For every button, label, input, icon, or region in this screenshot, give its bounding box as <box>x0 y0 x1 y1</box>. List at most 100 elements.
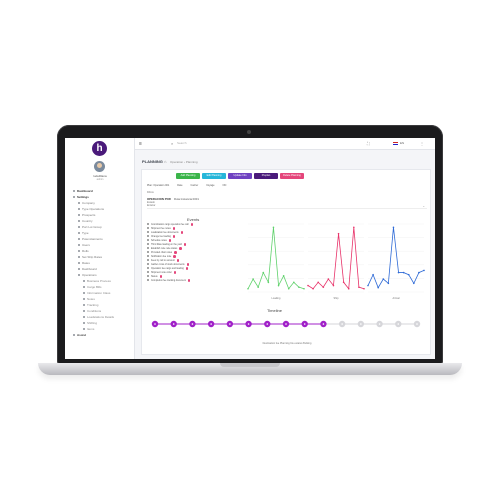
event-item[interactable]: Operation fee cargo and loading <box>147 267 237 271</box>
event-item[interactable]: Establish note note status <box>147 247 237 251</box>
event-item[interactable]: Notification fee note <box>147 255 237 259</box>
sidebar-item[interactable]: Company <box>65 200 135 206</box>
sidebar-item[interactable]: Dashboard <box>65 188 135 194</box>
data-point[interactable] <box>293 281 295 284</box>
sidebar-item[interactable]: Rates <box>65 260 135 266</box>
data-point[interactable] <box>418 271 420 274</box>
data-point[interactable] <box>322 286 325 288</box>
event-item[interactable]: Shipment note order <box>147 271 237 275</box>
filter-item[interactable]: Date <box>177 184 183 187</box>
menu-icon[interactable]: ≡ <box>139 141 142 147</box>
data-point[interactable] <box>407 273 410 276</box>
data-point[interactable] <box>272 226 275 229</box>
sidebar-item[interactable]: Operations <box>65 272 135 278</box>
data-point[interactable] <box>372 273 374 276</box>
avatar[interactable] <box>94 161 105 172</box>
event-item[interactable]: Status <box>147 275 237 279</box>
data-point[interactable] <box>392 226 395 229</box>
bullet-icon <box>83 328 85 331</box>
sidebar-item[interactable]: Assist <box>65 332 135 338</box>
action-button[interactable]: Edit Planning <box>202 173 226 179</box>
data-point[interactable] <box>317 281 319 284</box>
data-point[interactable] <box>303 287 305 290</box>
event-item[interactable]: Schedule notes <box>147 239 237 243</box>
data-point[interactable] <box>252 278 254 280</box>
app-logo[interactable]: h <box>92 141 107 156</box>
sidebar-item[interactable]: Prospects <box>65 212 135 218</box>
sidebar-item[interactable]: Dashboard <box>65 266 135 272</box>
event-item[interactable]: Third Rate loading on the yard <box>147 243 237 247</box>
action-button[interactable]: Update Info <box>228 173 252 179</box>
event-item[interactable]: Coordination cargo operation fee call <box>147 223 237 227</box>
data-point[interactable] <box>307 284 309 287</box>
data-point[interactable] <box>363 287 365 290</box>
language-selector[interactable]: EN <box>400 141 405 145</box>
event-item[interactable]: Change fee loading <box>147 235 237 239</box>
event-item[interactable]: Loadstation fee documents <box>147 231 237 235</box>
data-point[interactable] <box>353 226 355 229</box>
sidebar-item[interactable]: Information Class <box>65 290 135 296</box>
sidebar-item[interactable]: Business Process <box>65 278 135 284</box>
sidebar-item[interactable]: Notes <box>65 296 135 302</box>
data-point[interactable] <box>402 271 405 274</box>
data-point[interactable] <box>382 278 385 280</box>
data-point[interactable] <box>387 282 390 285</box>
sidebar-item[interactable]: Potenciamiento <box>65 236 135 242</box>
planning-card: Add Planning Edit Planning Update Info Prep… <box>141 169 431 355</box>
data-point[interactable] <box>298 286 300 288</box>
data-point[interactable] <box>327 278 330 280</box>
data-point[interactable] <box>267 281 270 284</box>
sidebar-item[interactable]: Shifting <box>65 320 135 326</box>
data-point[interactable] <box>312 287 314 290</box>
filters-title[interactable]: Filtros <box>147 191 154 194</box>
data-point[interactable] <box>337 232 340 235</box>
sidebar-item[interactable]: Conditions <box>65 308 135 314</box>
data-point[interactable] <box>332 284 335 287</box>
data-point[interactable] <box>367 284 369 287</box>
data-point[interactable] <box>277 284 280 287</box>
filter-item[interactable]: Voyage <box>206 184 215 187</box>
data-point[interactable] <box>377 286 379 289</box>
filter-item[interactable]: Plan: Operation 001 <box>147 184 170 187</box>
data-point[interactable] <box>282 275 285 277</box>
sidebar-item[interactable]: Tracking <box>65 302 135 308</box>
event-item[interactable]: Fees by call no amount <box>147 259 237 263</box>
sidebar-item[interactable]: Type Operations <box>65 206 135 212</box>
event-item[interactable]: Shipment fee notes <box>147 227 237 231</box>
sidebar-item[interactable]: Loadstations Details <box>65 314 135 320</box>
filter-item[interactable]: Carrier <box>190 184 199 187</box>
data-point[interactable] <box>397 271 400 274</box>
search-input[interactable]: Search <box>177 141 187 145</box>
action-button[interactable]: Preplan <box>254 173 278 179</box>
home-icon[interactable]: ⌂ <box>164 159 167 164</box>
fullscreen-icon[interactable]: ⛶ <box>367 141 370 146</box>
event-item[interactable]: Completion fee tracking document <box>147 279 237 283</box>
event-item[interactable]: Gather cross of stock documents <box>147 263 237 267</box>
flag-icon[interactable] <box>393 142 398 145</box>
data-point[interactable] <box>342 281 345 284</box>
status-select[interactable]: Enlazar ⌄ <box>147 204 427 209</box>
data-point[interactable] <box>423 269 425 272</box>
user-menu-icon[interactable]: ⋮ <box>420 141 424 146</box>
sidebar-item[interactable]: Rolls <box>65 248 135 254</box>
sidebar-item[interactable]: Users <box>65 242 135 248</box>
data-point[interactable] <box>257 286 259 288</box>
search-icon[interactable]: ⌕ <box>171 141 174 146</box>
data-point[interactable] <box>262 271 265 274</box>
sidebar-item[interactable]: Cargo Bills <box>65 284 135 290</box>
sidebar-item[interactable]: Type <box>65 230 135 236</box>
data-point[interactable] <box>347 287 350 290</box>
data-point[interactable] <box>287 287 290 290</box>
sidebar-item[interactable]: Port Lot Group <box>65 224 135 230</box>
sidebar-item[interactable]: Settings <box>65 194 135 200</box>
filter-item[interactable]: ON <box>222 184 227 187</box>
sidebar-item[interactable]: Items <box>65 326 135 332</box>
data-point[interactable] <box>358 286 360 288</box>
action-button[interactable]: Add Planning <box>176 173 200 179</box>
event-item[interactable]: Provided chart notes <box>147 251 237 255</box>
data-point[interactable] <box>413 282 415 285</box>
data-point[interactable] <box>247 287 249 290</box>
sidebar-item[interactable]: Country <box>65 218 135 224</box>
sidebar-item[interactable]: Set Ship Rates <box>65 254 135 260</box>
action-button[interactable]: Delete Planning <box>280 173 304 179</box>
